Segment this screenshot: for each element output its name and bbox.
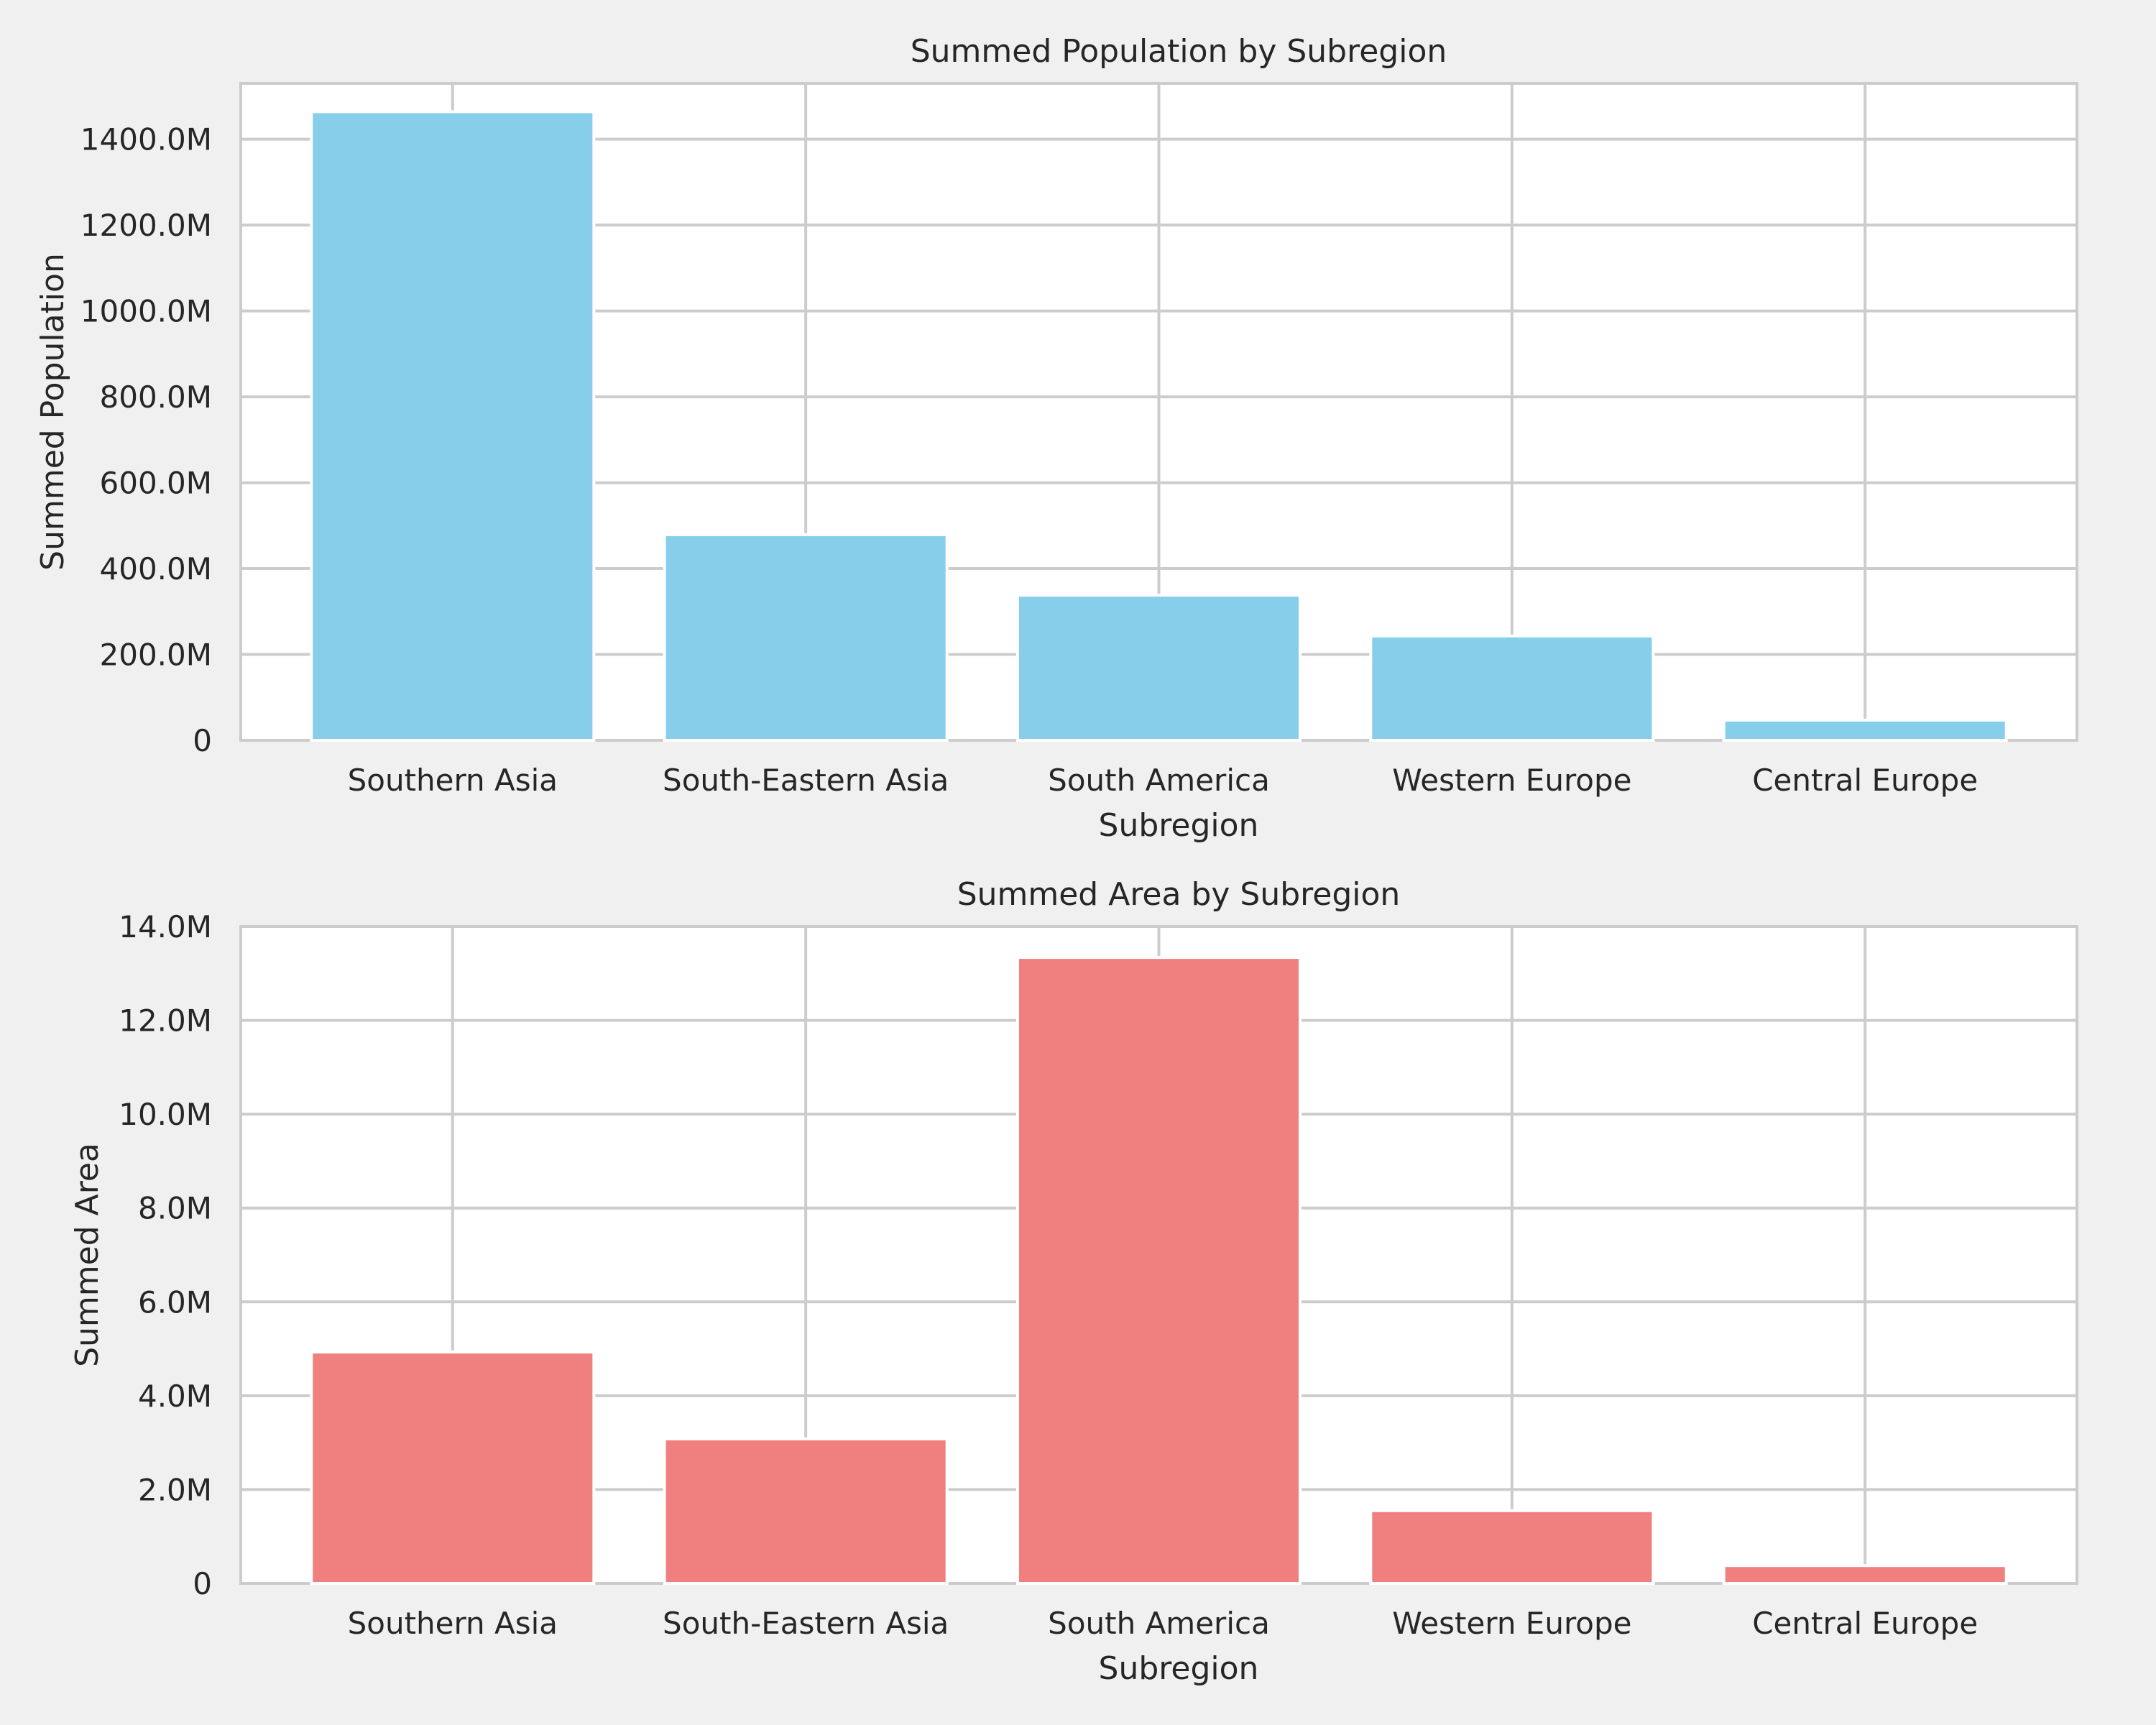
x-axis-label: Subregion xyxy=(1099,807,1259,844)
bar xyxy=(663,533,949,742)
y-axis-label: Summed Area xyxy=(69,1143,106,1367)
y-tick-label: 6.0M xyxy=(138,1284,212,1320)
y-tick-label: 10.0M xyxy=(119,1097,212,1132)
bar xyxy=(310,110,596,742)
x-tick-labels: Southern Asia South-Eastern Asia South Ame… xyxy=(348,1606,1978,1641)
x-tick-label: Central Europe xyxy=(1752,763,1978,798)
bars xyxy=(310,110,2008,742)
y-tick-label: 400.0M xyxy=(100,551,212,586)
y-tick-label: 1000.0M xyxy=(80,294,212,329)
x-tick-label: Western Europe xyxy=(1392,763,1631,798)
x-tick-label: South America xyxy=(1048,763,1270,798)
y-tick-label: 8.0M xyxy=(138,1191,212,1226)
y-tick-label: 600.0M xyxy=(100,466,212,501)
x-tick-label: Southern Asia xyxy=(348,1606,558,1641)
y-tick-label: 4.0M xyxy=(138,1379,212,1414)
x-tick-label: Central Europe xyxy=(1752,1606,1978,1641)
x-tick-label: South-Eastern Asia xyxy=(663,1606,949,1641)
x-axis-label: Subregion xyxy=(1099,1650,1259,1687)
y-tick-label: 0 xyxy=(193,1566,212,1601)
y-axis-label: Summed Population xyxy=(34,253,71,571)
bar xyxy=(663,1437,949,1586)
bar xyxy=(1722,718,2008,742)
area-chart: Summed Area by Subregion 0 2.0M 4.0M 6.0M 8.… xyxy=(69,876,2078,1687)
y-tick-label: 1200.0M xyxy=(80,208,212,243)
x-tick-label: Western Europe xyxy=(1392,1606,1631,1641)
bars xyxy=(310,956,2008,1586)
bar xyxy=(1722,1564,2008,1585)
y-tick-label: 0 xyxy=(193,723,212,758)
y-tick-label: 14.0M xyxy=(119,909,212,944)
bar xyxy=(310,1351,596,1586)
x-tick-label: Southern Asia xyxy=(348,763,558,798)
x-tick-label: South America xyxy=(1048,1606,1270,1641)
bar xyxy=(1015,956,1302,1586)
y-tick-label: 1400.0M xyxy=(80,122,212,157)
y-tick-labels: 0 2.0M 4.0M 6.0M 8.0M 10.0M 12.0M 14.0M xyxy=(119,909,212,1601)
bar xyxy=(1015,594,1302,742)
x-tick-labels: Southern Asia South-Eastern Asia South Ame… xyxy=(348,763,1978,798)
bar xyxy=(1369,1509,1655,1585)
y-tick-label: 200.0M xyxy=(100,638,212,673)
x-tick-label: South-Eastern Asia xyxy=(663,763,949,798)
y-tick-label: 2.0M xyxy=(138,1472,212,1507)
population-chart: Summed Population by Subregion 0 200.0M 40… xyxy=(34,33,2078,844)
bar xyxy=(1369,634,1655,742)
chart-title: Summed Population by Subregion xyxy=(911,33,1447,70)
y-tick-label: 12.0M xyxy=(119,1003,212,1039)
chart-title: Summed Area by Subregion xyxy=(957,876,1401,913)
y-tick-label: 800.0M xyxy=(100,380,212,415)
y-tick-labels: 0 200.0M 400.0M 600.0M 800.0M 1000.0M 1200.0M 1… xyxy=(80,122,212,758)
